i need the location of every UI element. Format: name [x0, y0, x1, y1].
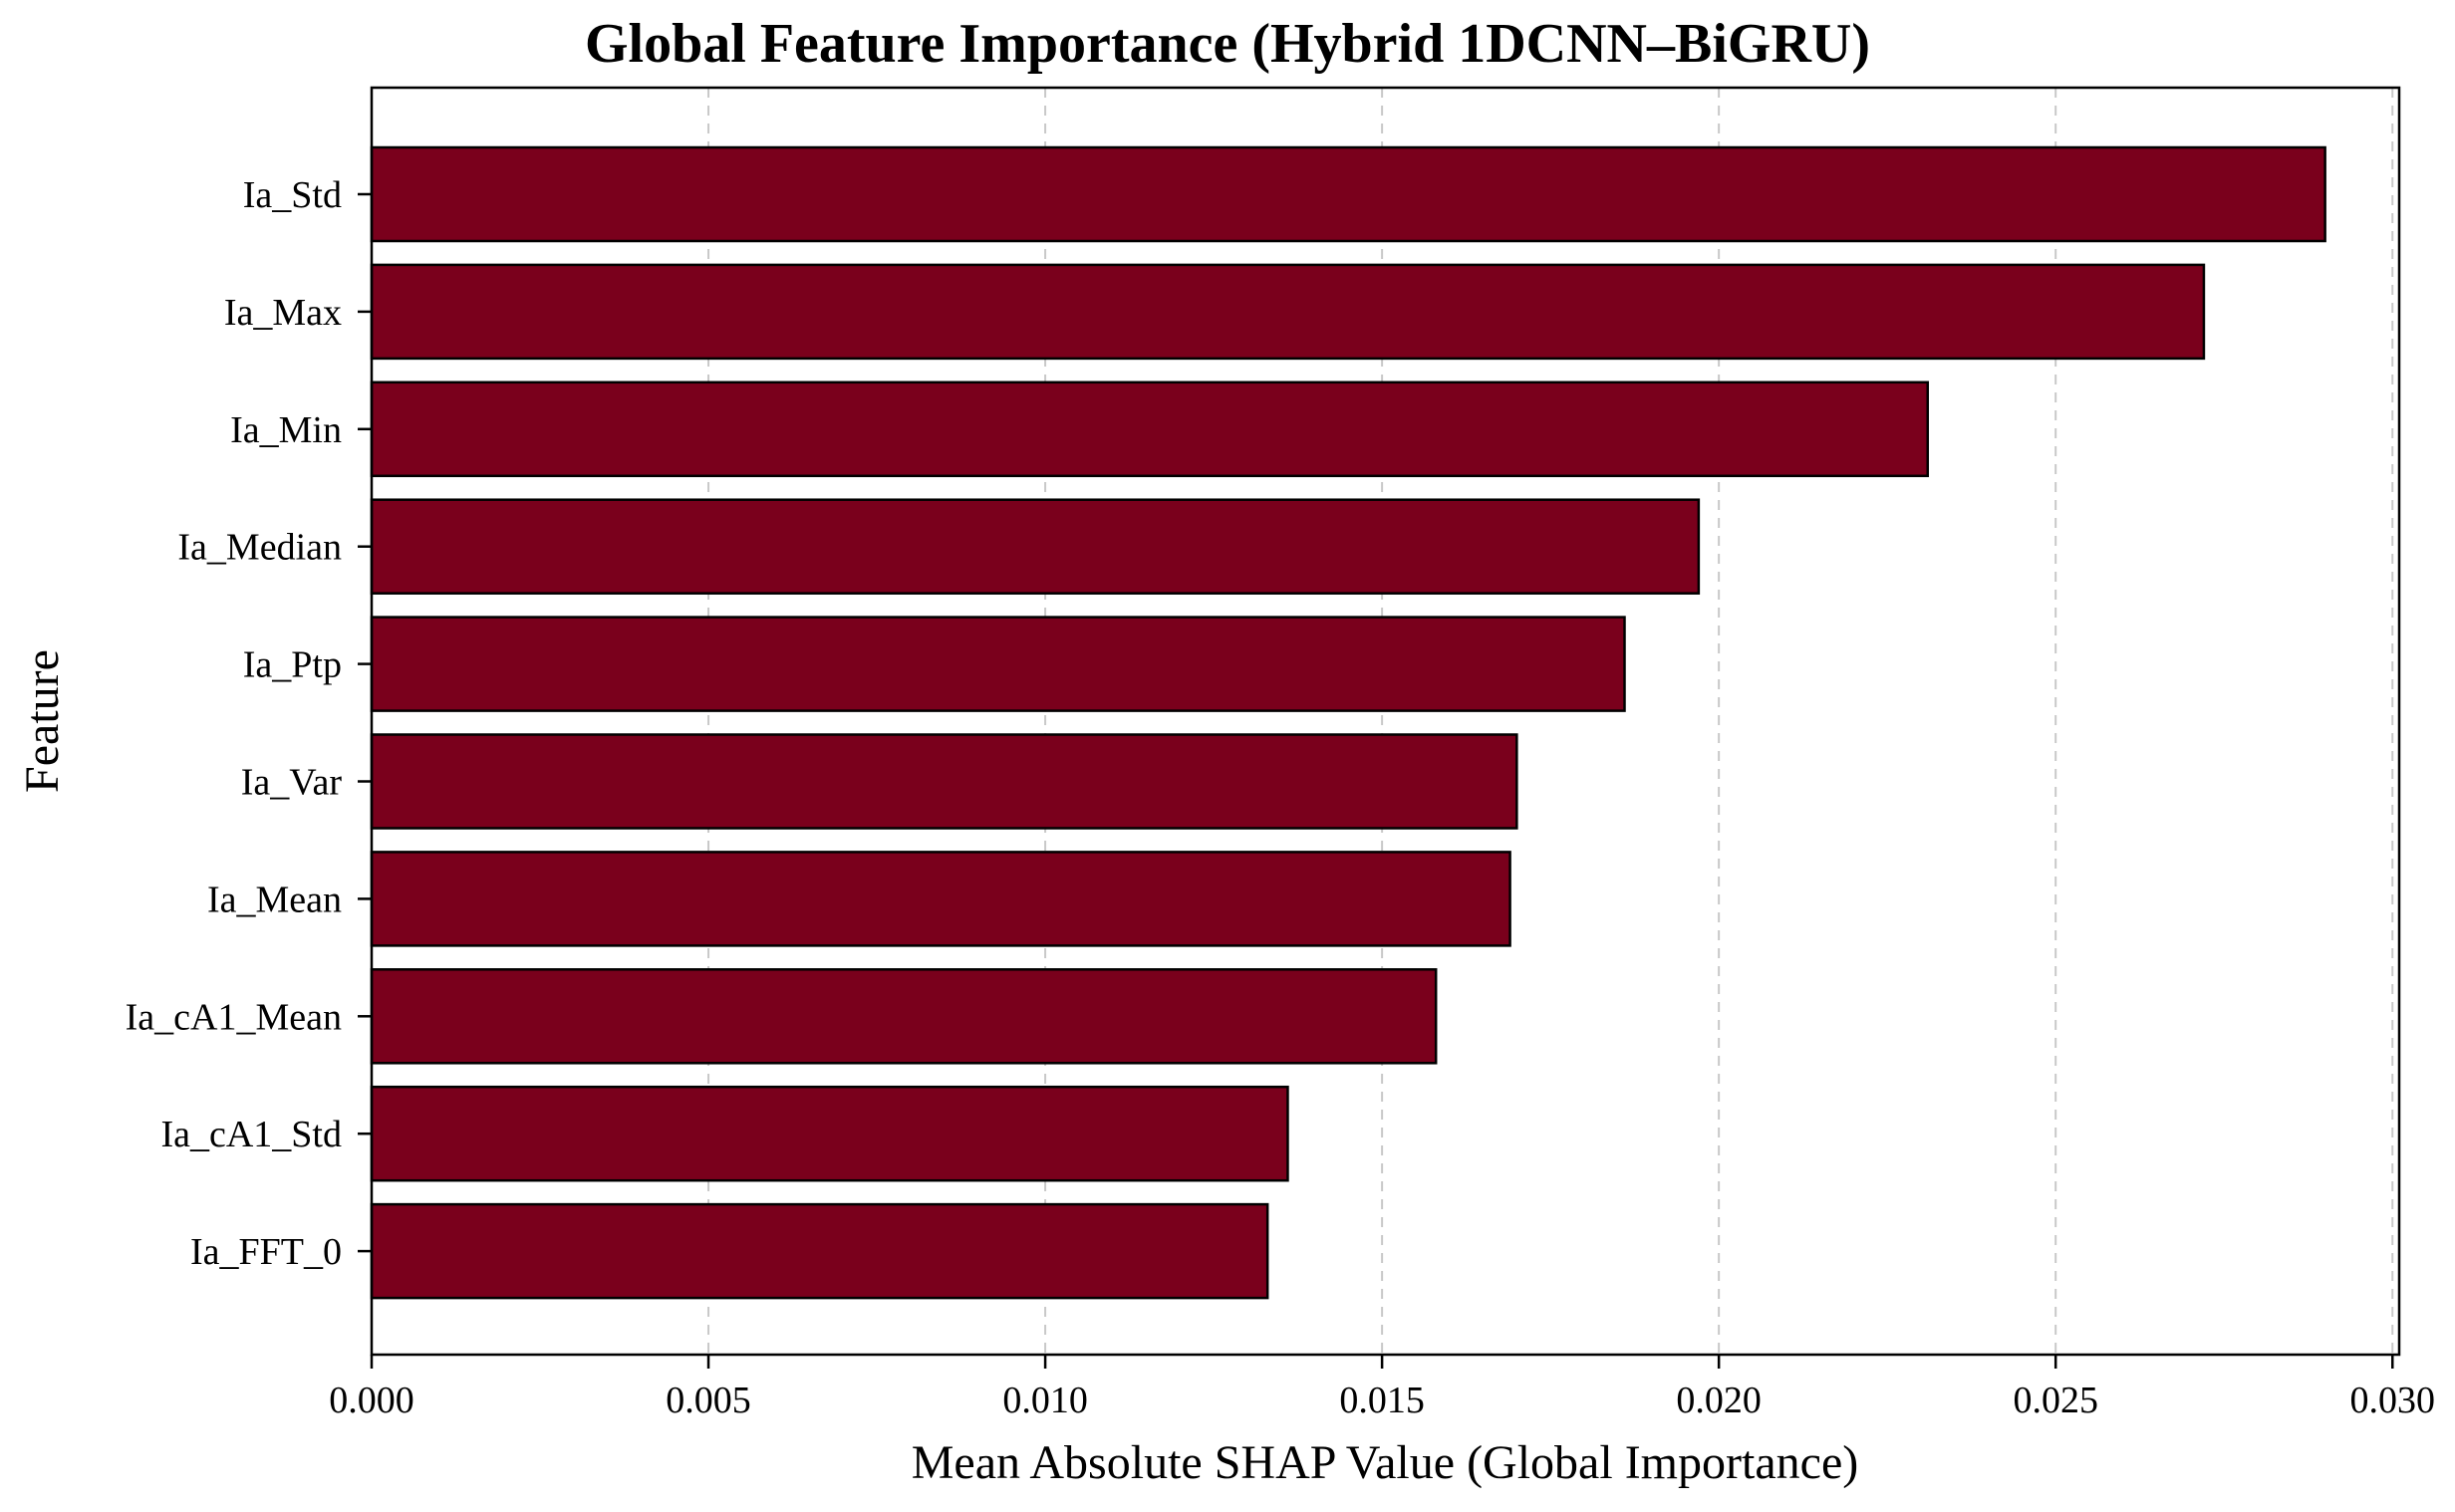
y-axis-ticks: Ia_Std Ia_Max Ia_Min Ia_Median Ia_Ptp Ia_Var I… [126, 174, 372, 1273]
bar-ia-median [370, 498, 1701, 595]
bar-ia-fft-0 [370, 1202, 1269, 1300]
bar-ia-var [370, 733, 1518, 830]
y-tick-label: Ia_Ptp [243, 644, 342, 686]
x-tick-label: 0.005 [666, 1380, 751, 1421]
bar-ia-std [370, 145, 2326, 243]
x-tick-label: 0.025 [2013, 1380, 2098, 1421]
y-tick-label: Ia_Std [243, 174, 342, 216]
x-axis-label: Mean Absolute SHAP Value (Global Importa… [912, 1436, 1858, 1489]
x-tick-label: 0.030 [2349, 1380, 2435, 1421]
bar-ia-ptp [370, 616, 1626, 712]
grid-lines [707, 88, 2394, 1355]
y-tick-label: Ia_Mean [207, 879, 342, 920]
chart-title: Global Feature Importance (Hybrid 1DCNN–… [585, 13, 1870, 75]
x-tick-label: 0.020 [1676, 1380, 1762, 1421]
y-tick-label: Ia_Max [224, 292, 342, 334]
bar-ia-min [370, 380, 1929, 478]
y-tick-label: Ia_cA1_Std [160, 1114, 342, 1155]
y-tick-label: Ia_Var [241, 762, 343, 804]
y-tick-label: Ia_cA1_Mean [126, 996, 342, 1038]
y-tick-label: Ia_Median [177, 527, 342, 569]
bar-ia-ca1-std [370, 1085, 1289, 1182]
plot-frame [370, 86, 2401, 1357]
y-tick-label: Ia_FFT_0 [190, 1231, 342, 1273]
y-tick-label: Ia_Min [230, 409, 342, 451]
bars [370, 145, 2326, 1300]
x-tick-label: 0.015 [1339, 1380, 1425, 1421]
bar-ia-max [370, 263, 2206, 361]
x-tick-label: 0.010 [1002, 1380, 1088, 1421]
x-axis-ticks: 0.000 0.005 0.010 0.015 0.020 0.025 0.030 [329, 1355, 2435, 1421]
y-axis-label: Feature [16, 649, 69, 793]
x-tick-label: 0.000 [329, 1380, 414, 1421]
bar-ia-ca1-mean [370, 968, 1438, 1065]
bar-ia-mean [370, 851, 1511, 947]
